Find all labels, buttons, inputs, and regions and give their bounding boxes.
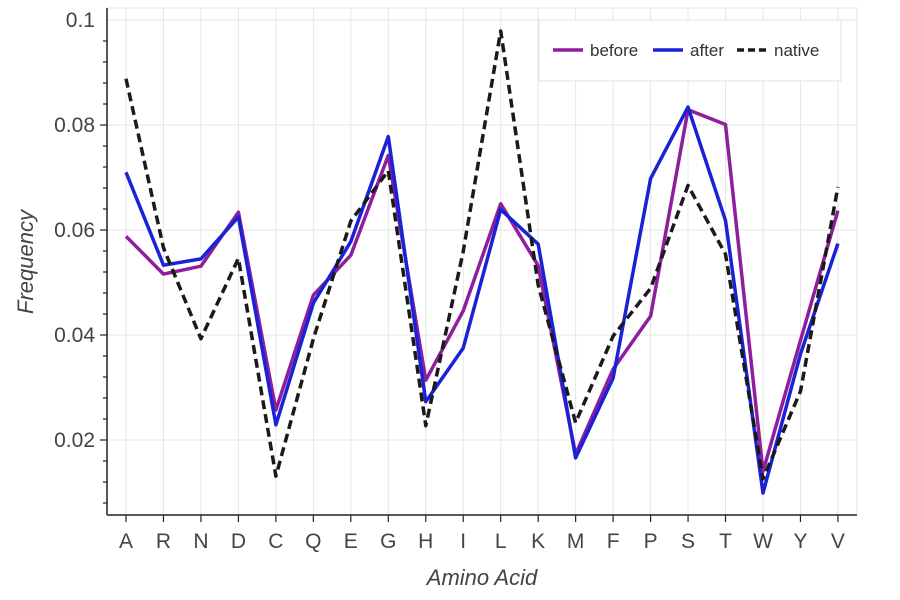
x-tick-label: T bbox=[719, 530, 732, 553]
grid bbox=[107, 7, 858, 515]
y-axis-ticks: 0.02 0.04 0.06 0.08 0.1 bbox=[54, 9, 107, 504]
legend-box bbox=[538, 19, 842, 82]
x-tick-label: N bbox=[193, 530, 208, 553]
legend-label-after: after bbox=[690, 41, 724, 60]
x-tick-label: P bbox=[644, 530, 658, 553]
x-tick-label: M bbox=[567, 530, 585, 553]
x-tick-label: Q bbox=[305, 530, 321, 553]
x-tick-label: F bbox=[607, 530, 620, 553]
series-line-native bbox=[124, 29, 840, 481]
y-tick-label: 0.08 bbox=[54, 114, 95, 137]
legend: before after native bbox=[538, 19, 842, 82]
x-tick-label: H bbox=[418, 530, 433, 553]
x-tick-label: W bbox=[753, 530, 773, 553]
x-tick-label: L bbox=[495, 530, 507, 553]
x-tick-label: E bbox=[344, 530, 358, 553]
legend-label-before: before bbox=[590, 41, 638, 60]
y-tick-label: 0.06 bbox=[54, 219, 95, 242]
y-tick-label: 0.02 bbox=[54, 429, 95, 452]
legend-label-native: native bbox=[774, 41, 819, 60]
x-axis-title: Amino Acid bbox=[425, 565, 538, 590]
series-group bbox=[124, 29, 840, 495]
axes bbox=[106, 8, 857, 516]
series-line-before bbox=[124, 108, 840, 474]
x-tick-label: D bbox=[231, 530, 246, 553]
x-tick-label: R bbox=[156, 530, 171, 553]
x-tick-label: K bbox=[531, 530, 545, 553]
x-tick-label: Y bbox=[793, 530, 807, 553]
x-tick-label: A bbox=[119, 530, 133, 553]
y-tick-label: 0.1 bbox=[66, 9, 95, 32]
series-line-after bbox=[124, 105, 840, 495]
y-tick-label: 0.04 bbox=[54, 324, 95, 347]
x-tick-label: I bbox=[460, 530, 466, 553]
x-tick-label: C bbox=[268, 530, 283, 553]
y-axis-title: Frequency bbox=[13, 208, 38, 314]
x-tick-label: V bbox=[831, 530, 845, 553]
x-tick-label: S bbox=[681, 530, 695, 553]
x-tick-label: G bbox=[380, 530, 396, 553]
